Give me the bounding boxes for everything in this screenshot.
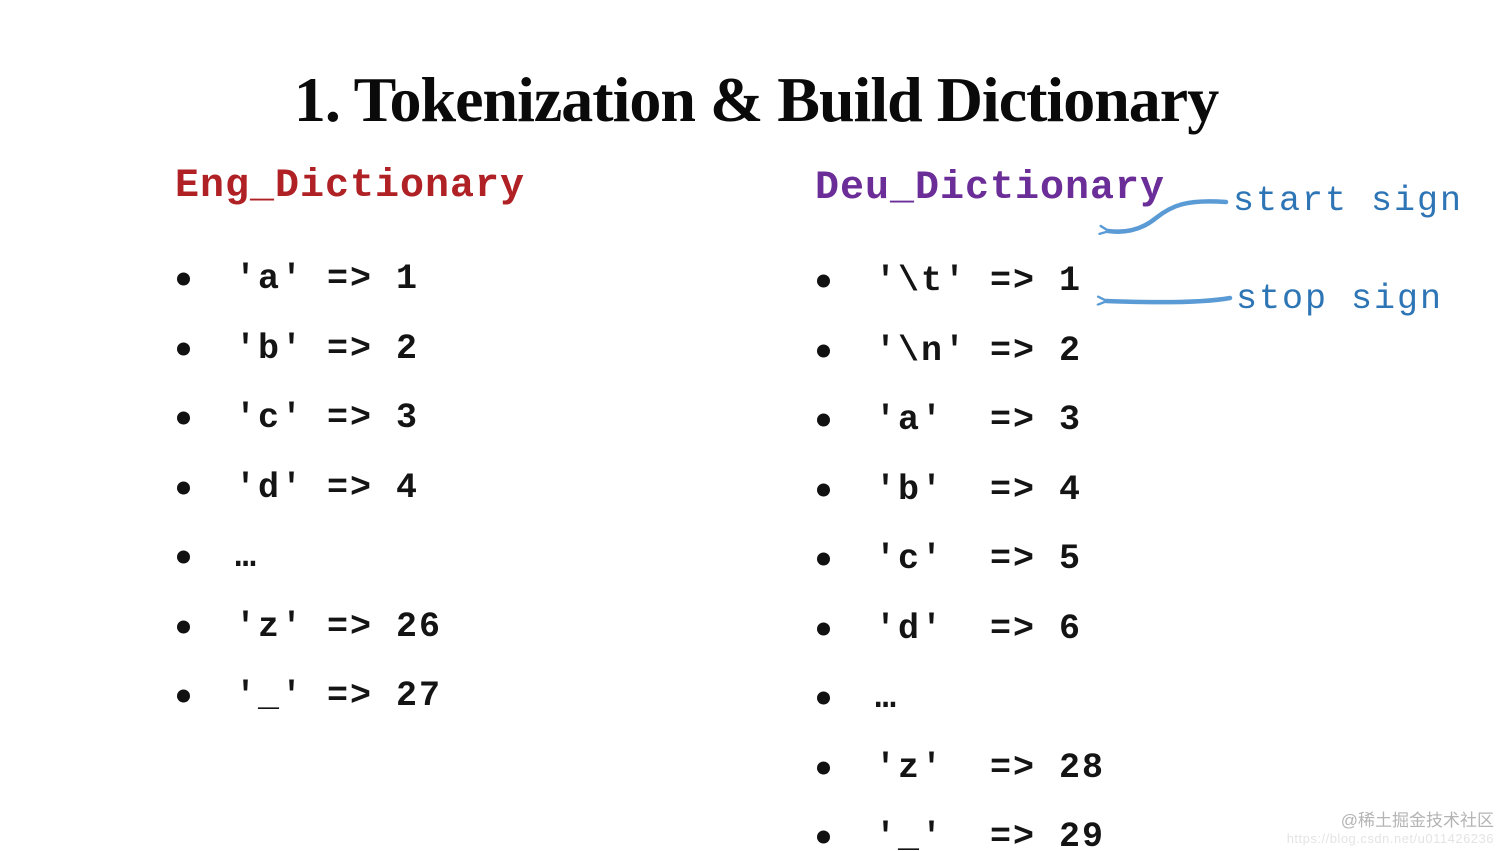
list-item-ellipsis: … bbox=[175, 522, 525, 592]
list-item-text: '_' => 27 bbox=[235, 676, 443, 717]
list-item: 'z' => 28 bbox=[815, 733, 1165, 803]
watermark-community: @稀土掘金技术社区 bbox=[1340, 810, 1494, 830]
list-item-text: 'b' => 2 bbox=[235, 328, 420, 369]
bullet-icon bbox=[177, 411, 190, 425]
list-item: 'a' => 3 bbox=[815, 385, 1165, 455]
bullet-icon bbox=[817, 344, 830, 358]
bullet-icon bbox=[817, 691, 830, 705]
list-item-text: 'c' => 5 bbox=[875, 539, 1083, 580]
start-sign-label: start sign bbox=[1233, 181, 1464, 221]
bullet-icon bbox=[817, 413, 830, 427]
list-item: '_' => 27 bbox=[175, 661, 525, 731]
list-item: 'a' => 1 bbox=[175, 244, 525, 314]
list-item-text: 'd' => 6 bbox=[875, 608, 1083, 649]
bullet-icon bbox=[177, 689, 190, 703]
stop-sign-label: stop sign bbox=[1236, 279, 1444, 319]
list-item-text: 'a' => 1 bbox=[235, 259, 420, 300]
eng-dictionary-header: Eng_Dictionary bbox=[175, 164, 526, 210]
list-item-text: 'a' => 3 bbox=[875, 400, 1083, 441]
list-item: '_' => 29 bbox=[815, 802, 1165, 851]
list-item: 'c' => 5 bbox=[815, 524, 1165, 594]
eng-dictionary-section: Eng_Dictionary 'a' => 1 'b' => 2 'c' => … bbox=[175, 130, 525, 731]
list-item-text: '\n' => 2 bbox=[875, 330, 1083, 371]
bullet-icon bbox=[177, 550, 190, 564]
list-item-text: 'c' => 3 bbox=[235, 398, 420, 439]
bullet-icon bbox=[817, 761, 830, 775]
list-item: '\t' => 1 bbox=[815, 246, 1165, 316]
list-item: 'b' => 2 bbox=[175, 314, 525, 384]
bullet-icon bbox=[817, 622, 830, 636]
list-item-text: '_' => 29 bbox=[875, 817, 1106, 851]
list-item-text: 'z' => 28 bbox=[875, 747, 1106, 788]
bullet-icon bbox=[817, 552, 830, 566]
list-item: 'c' => 3 bbox=[175, 383, 525, 453]
bullet-icon bbox=[817, 483, 830, 497]
list-item-ellipsis: … bbox=[815, 663, 1165, 733]
bullet-icon bbox=[177, 272, 190, 286]
list-item-text: … bbox=[235, 537, 259, 578]
bullet-icon bbox=[817, 830, 830, 844]
bullet-icon bbox=[177, 620, 190, 634]
deu-dictionary-section: Deu_Dictionary '\t' => 1 '\n' => 2 'a' =… bbox=[815, 132, 1165, 851]
list-item: 'z' => 26 bbox=[175, 592, 525, 662]
watermark: @稀土掘金技术社区 https://blog.csdn.net/u0114262… bbox=[1287, 810, 1494, 848]
list-item-text: … bbox=[875, 678, 899, 719]
deu-dictionary-list: '\t' => 1 '\n' => 2 'a' => 3 'b' => 4 'c… bbox=[815, 246, 1165, 851]
list-item: 'd' => 6 bbox=[815, 594, 1165, 664]
deu-dictionary-header: Deu_Dictionary bbox=[815, 166, 1166, 212]
bullet-icon bbox=[177, 342, 190, 356]
list-item: 'b' => 4 bbox=[815, 455, 1165, 525]
list-item: '\n' => 2 bbox=[815, 316, 1165, 386]
list-item: 'd' => 4 bbox=[175, 453, 525, 523]
list-item-text: 'b' => 4 bbox=[875, 469, 1083, 510]
list-item-text: 'z' => 26 bbox=[235, 606, 443, 647]
page-title: 1. Tokenization & Build Dictionary bbox=[293, 63, 1219, 135]
list-item-text: 'd' => 4 bbox=[235, 467, 420, 508]
bullet-icon bbox=[817, 274, 830, 288]
list-item-text: '\t' => 1 bbox=[875, 261, 1083, 302]
bullet-icon bbox=[177, 481, 190, 495]
watermark-url: https://blog.csdn.net/u011426236 bbox=[1286, 830, 1494, 846]
eng-dictionary-list: 'a' => 1 'b' => 2 'c' => 3 'd' => 4 … 'z… bbox=[175, 244, 525, 731]
